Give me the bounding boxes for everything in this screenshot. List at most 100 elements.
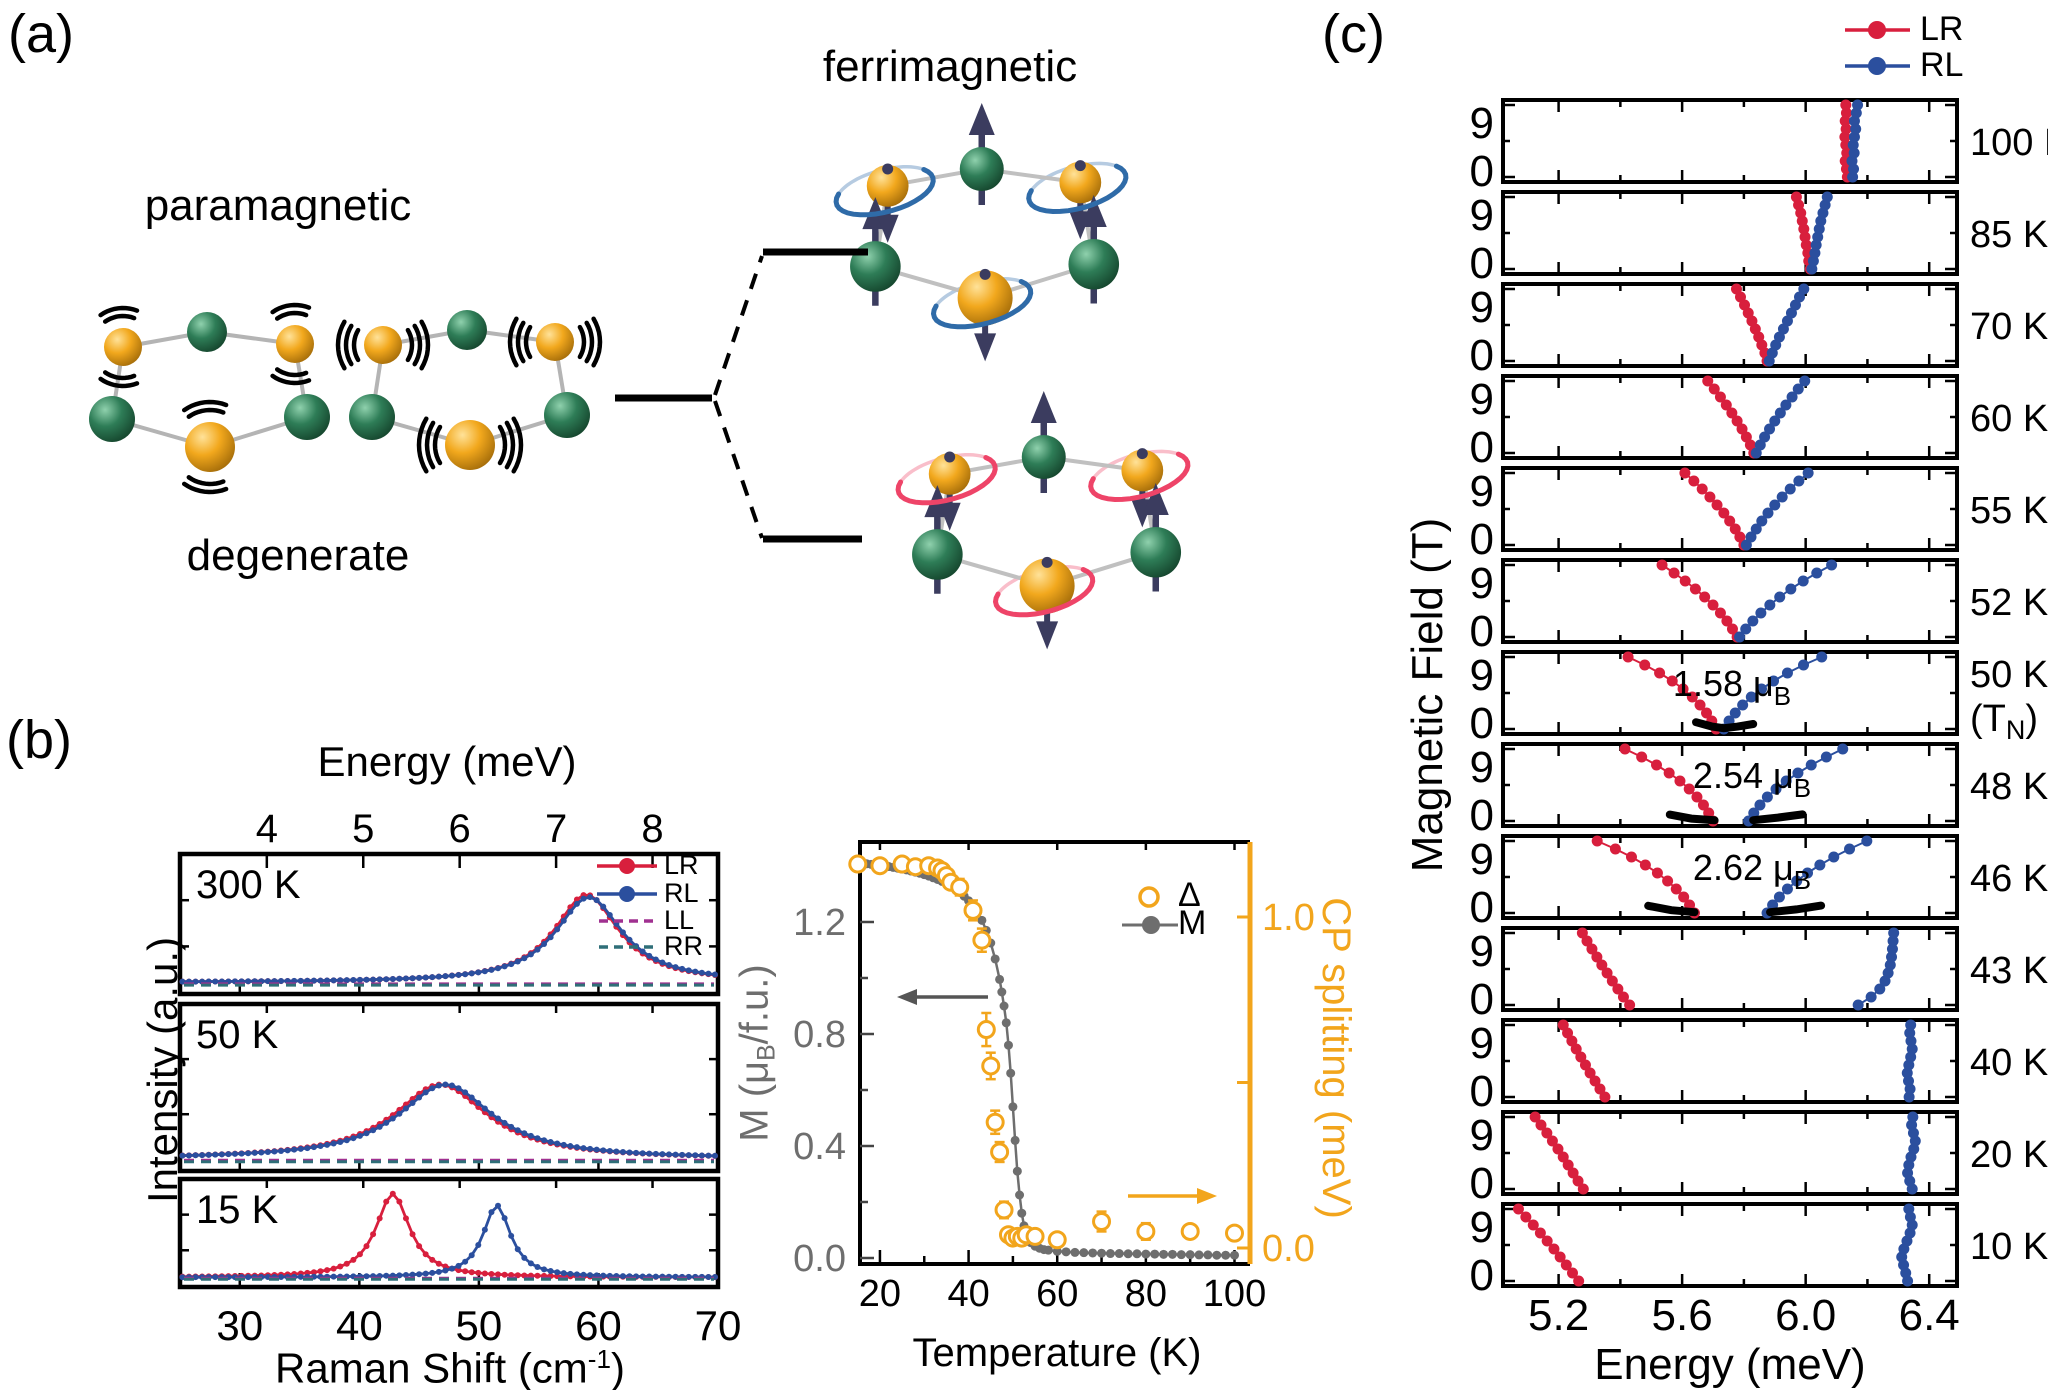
yellow-atom — [276, 325, 314, 363]
rotation-arc — [1026, 163, 1129, 215]
marker-LR — [422, 1251, 429, 1258]
yellow-atom — [1019, 558, 1075, 614]
field-point-LR — [1714, 607, 1726, 619]
marker-RL — [672, 964, 679, 971]
field-tick-0: 0 — [1470, 147, 1494, 196]
field-point-LR — [1606, 975, 1618, 987]
field-point-LR — [1720, 399, 1732, 411]
field-point-LR — [1581, 935, 1593, 947]
field-panel-frame — [1501, 1110, 1959, 1196]
delta-point — [1136, 1221, 1156, 1241]
field-point-LR — [1562, 1159, 1574, 1171]
marker-RL — [218, 1151, 225, 1158]
temperature-axis-label: Temperature (K) — [912, 1331, 1202, 1375]
field-point-RL — [1887, 935, 1899, 947]
field-point-LR — [1662, 875, 1674, 887]
spectrum-temp-300K: 300 K — [196, 863, 301, 907]
marker-RL — [514, 1246, 521, 1253]
field-point-RL — [1805, 759, 1817, 771]
field-point-RL — [1821, 191, 1833, 203]
marker-RL — [534, 1135, 541, 1142]
field-tick-9: 9 — [1470, 467, 1494, 516]
marker-RL — [409, 1271, 416, 1278]
field-tick-9: 9 — [1470, 375, 1494, 424]
field-point-LR — [1790, 191, 1802, 203]
marker-RL — [587, 894, 594, 901]
marker-RL — [705, 970, 712, 977]
delta-point — [985, 1112, 1005, 1132]
vibration-arc — [186, 475, 226, 487]
field-point-RL — [1762, 507, 1774, 519]
marker-RL — [330, 1140, 337, 1147]
marker-RL — [712, 1152, 719, 1159]
delta-point — [1025, 1226, 1045, 1246]
marker-RL — [521, 1254, 528, 1261]
legend-m-dot — [1142, 916, 1160, 934]
marker-RL — [192, 1152, 199, 1159]
ferrimagnetic-title: ferrimagnetic — [822, 42, 1078, 91]
m-tick-label: 1.2 — [793, 902, 846, 944]
spin-down-arrowhead — [974, 333, 997, 362]
marker-RL — [514, 958, 521, 965]
field-point-RL — [1852, 99, 1864, 111]
top-tick-label: 6 — [449, 807, 471, 851]
field-point-LR — [1699, 591, 1711, 603]
marker-RL — [383, 976, 390, 983]
fit-line — [1692, 718, 1758, 733]
marker-RL — [363, 976, 370, 983]
field-point-LR — [1572, 1175, 1584, 1187]
marker-RL — [337, 1138, 344, 1145]
field-tick-0: 0 — [1470, 423, 1494, 472]
vibration-arc — [412, 323, 423, 367]
marker-RL — [705, 1152, 712, 1159]
green-atom — [89, 396, 135, 442]
marker-RL — [692, 968, 699, 975]
m-label-post: /f.u.) — [732, 964, 777, 1045]
field-point-RL — [1785, 583, 1797, 595]
field-point-RL — [1791, 875, 1803, 887]
legend-c-dot-lr — [1868, 21, 1886, 39]
marker-RL — [534, 946, 541, 953]
temp-label: 55 K — [1970, 490, 2048, 532]
field-tick-0: 0 — [1470, 883, 1494, 932]
marker-RL — [547, 1138, 554, 1145]
moment-annotation: 2.54 μB — [1693, 755, 1811, 803]
field-point-LR — [1736, 423, 1748, 435]
field-tick-9: 9 — [1470, 1019, 1494, 1068]
marker-RL — [580, 1271, 587, 1278]
vibration-arc — [186, 407, 226, 419]
field-point-RL — [1904, 1027, 1916, 1039]
field-point-RL — [1861, 835, 1873, 847]
field-point-LR — [1711, 499, 1723, 511]
marker-LR — [435, 1260, 442, 1267]
field-tick-0: 0 — [1470, 331, 1494, 380]
marker-RL — [547, 934, 554, 941]
temp-tick-label: 80 — [1125, 1273, 1167, 1315]
top-tick-label: 7 — [545, 807, 567, 851]
field-point-RL — [1759, 431, 1771, 443]
top-tick-label: 4 — [256, 807, 278, 851]
marker-RL — [481, 968, 488, 975]
marker-RL — [514, 1127, 521, 1134]
marker-LR — [495, 1271, 502, 1278]
marker-RL — [573, 1271, 580, 1278]
field-point-RL — [1764, 599, 1776, 611]
field-tick-0: 0 — [1470, 515, 1494, 564]
marker-RL — [488, 966, 495, 973]
marker-RL — [278, 1147, 285, 1154]
vibration-arc — [504, 420, 516, 470]
field-point-LR — [1639, 659, 1651, 671]
marker-RL — [659, 959, 666, 966]
field-point-RL — [1773, 891, 1785, 903]
m-point — [1017, 1208, 1027, 1218]
marker-RL — [462, 971, 469, 978]
spin-up-arrowhead — [1080, 194, 1107, 227]
m-tick-label: 0.4 — [793, 1126, 846, 1168]
marker-RL — [376, 976, 383, 983]
marker-RL — [245, 978, 252, 985]
field-point-LR — [1674, 775, 1686, 787]
trace-LR — [182, 1083, 716, 1158]
energy-tick-label: 5.6 — [1652, 1291, 1713, 1340]
m-point — [1212, 1250, 1222, 1260]
marker-RL — [343, 977, 350, 984]
